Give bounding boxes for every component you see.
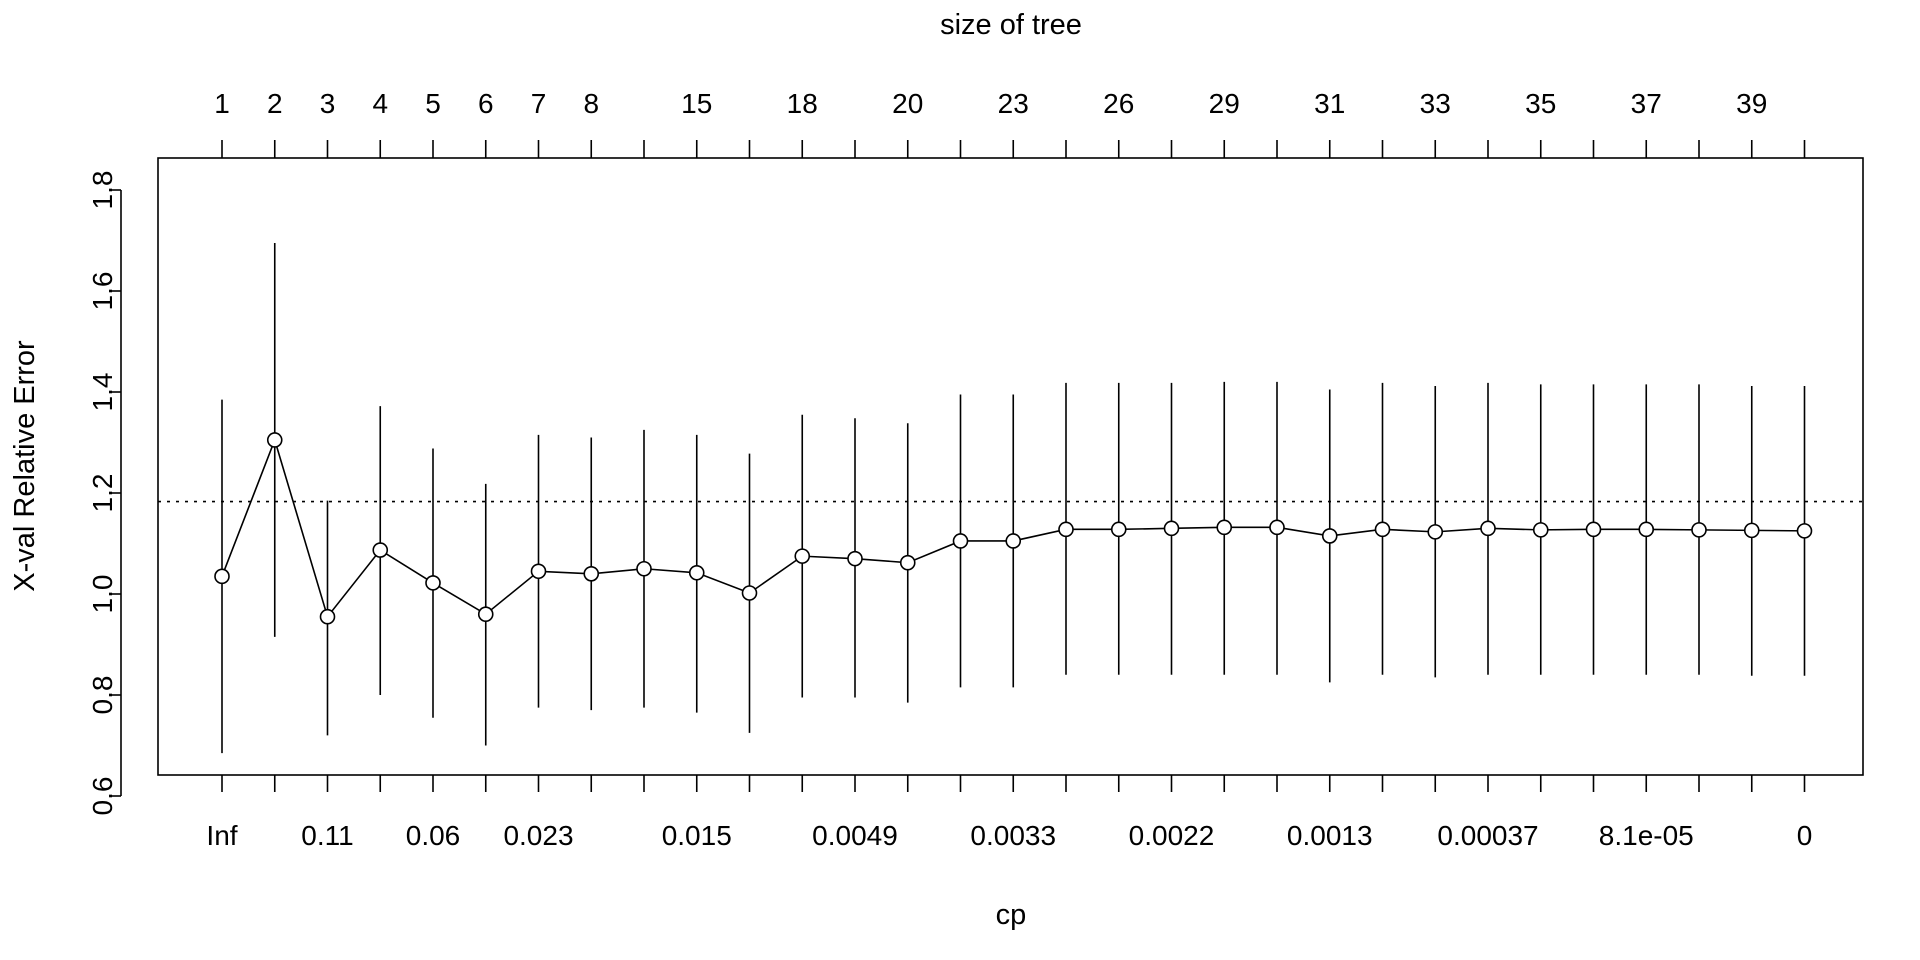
data-point (794, 548, 811, 564)
data-point (847, 550, 863, 567)
top-tick-label: 31 (1314, 88, 1345, 119)
data-point (1585, 521, 1602, 538)
data-point (636, 560, 652, 577)
y-tick-label: 1.6 (87, 272, 118, 311)
y-tick-label: 1.8 (87, 171, 118, 210)
bottom-tick-label: 0.015 (662, 820, 732, 851)
y-tick-label: 0.6 (87, 777, 118, 816)
data-point (1216, 519, 1233, 536)
top-tick-label: 39 (1736, 88, 1767, 119)
top-tick-label: 2 (267, 88, 283, 119)
data-point (1163, 520, 1180, 537)
data-point (952, 533, 969, 549)
data-point (1638, 521, 1655, 538)
top-tick-label: 20 (892, 88, 923, 119)
data-point (372, 542, 389, 558)
bottom-tick-label: 0.0049 (812, 820, 898, 851)
top-tick-label: 33 (1420, 88, 1451, 119)
data-point (1532, 522, 1549, 538)
data-point (477, 606, 494, 623)
chart-marks: 0.60.81.01.21.41.61.81 2 3 4 5 6 7 8 15 18 20 23 26 2… (87, 88, 1863, 851)
bottom-tick-label: 0.0013 (1287, 820, 1373, 851)
data-point (1269, 519, 1285, 536)
top-tick-label: 5 (425, 88, 441, 119)
bottom-tick-label: 0 (1797, 820, 1813, 851)
data-point (688, 564, 705, 581)
data-point (425, 575, 441, 591)
top-axis-title: size of tree (940, 9, 1082, 41)
y-axis-title: X-val Relative Error (9, 340, 41, 592)
top-tick-label: 29 (1209, 88, 1240, 119)
data-point (1796, 523, 1813, 539)
data-point (319, 608, 336, 625)
top-tick-label: 23 (998, 88, 1029, 119)
top-tick-label: 4 (372, 88, 388, 119)
bottom-tick-label: 0.11 (301, 820, 353, 851)
data-point (1427, 524, 1444, 540)
data-point (214, 568, 230, 585)
bottom-tick-label: Inf (206, 820, 237, 851)
top-tick-label: 18 (787, 88, 818, 119)
top-tick-label: 8 (583, 88, 599, 119)
data-point (1005, 533, 1022, 549)
bottom-tick-label: 0.023 (503, 820, 573, 851)
data-point (899, 554, 916, 571)
y-tick-label: 1.2 (87, 474, 118, 513)
data-point (741, 585, 758, 601)
bottom-tick-label: 0.0022 (1129, 820, 1215, 851)
bottom-tick-label: 0.06 (406, 820, 461, 851)
top-tick-label: 1 (214, 88, 230, 119)
top-tick-label: 37 (1631, 88, 1662, 119)
data-point (266, 432, 283, 448)
top-tick-label: 3 (320, 88, 336, 119)
bottom-tick-label: 0.0033 (970, 820, 1056, 851)
data-point (1691, 522, 1707, 538)
data-point (583, 565, 600, 582)
y-tick-label: 0.8 (87, 676, 118, 715)
data-point (1480, 520, 1496, 537)
top-tick-label: 7 (531, 88, 547, 119)
y-tick-label: 1.0 (87, 575, 118, 614)
bottom-tick-label: 0.00037 (1437, 820, 1538, 851)
data-point (1743, 522, 1760, 539)
x-axis-title: cp (996, 899, 1027, 931)
data-point (1058, 521, 1074, 538)
data-point (1110, 521, 1127, 538)
y-tick-label: 1.4 (87, 373, 118, 412)
data-point (530, 563, 547, 580)
data-point (1321, 528, 1338, 544)
top-tick-label: 6 (478, 88, 494, 119)
bottom-tick-label: 8.1e-05 (1599, 820, 1694, 851)
plot-frame (157, 157, 1864, 776)
top-tick-label: 26 (1103, 88, 1134, 119)
data-point (1374, 521, 1391, 538)
top-tick-label: 15 (681, 88, 712, 119)
top-tick-label: 35 (1525, 88, 1556, 119)
